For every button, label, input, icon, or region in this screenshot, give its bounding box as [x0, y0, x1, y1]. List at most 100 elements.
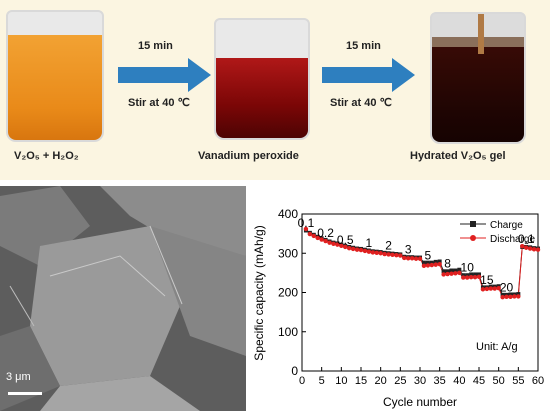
y-tick-label: 300	[278, 246, 298, 260]
x-tick-label: 35	[434, 375, 446, 387]
point-discharge	[516, 294, 521, 299]
legend-discharge-marker	[470, 235, 476, 241]
x-tick-label: 10	[335, 375, 347, 387]
point-discharge	[468, 274, 474, 280]
point-discharge	[441, 272, 446, 277]
point-charge	[500, 292, 505, 297]
beaker-vanadium-peroxide	[214, 18, 310, 140]
point-discharge	[303, 226, 309, 232]
x-tick-label: 5	[319, 375, 325, 387]
point-discharge	[421, 263, 427, 269]
point-discharge	[370, 250, 375, 255]
point-charge	[473, 272, 478, 277]
step3-label: Hydrated V₂O₅ gel	[410, 150, 506, 162]
rate-annotation: 0.1	[298, 216, 315, 230]
point-charge	[433, 259, 438, 264]
rate-annotation: 0.5	[337, 233, 354, 247]
x-tick-label: 25	[394, 375, 406, 387]
sem-image: 3 μm	[0, 186, 246, 411]
point-discharge	[520, 243, 525, 249]
x-tick-label: 15	[355, 375, 367, 387]
rate-annotation: 15	[480, 273, 494, 287]
step2-label: Vanadium peroxide	[198, 150, 299, 162]
point-discharge	[386, 252, 391, 257]
point-charge	[449, 268, 454, 273]
point-charge	[457, 267, 462, 272]
point-discharge	[343, 244, 348, 250]
point-discharge	[457, 270, 462, 276]
point-discharge	[307, 231, 313, 237]
point-charge	[469, 272, 474, 277]
point-discharge	[378, 251, 383, 256]
point-discharge	[461, 275, 466, 280]
arrow1-condition: Stir at 40 ℃	[128, 97, 190, 109]
point-discharge	[527, 246, 533, 251]
point-discharge	[524, 245, 529, 250]
point-discharge	[484, 286, 490, 292]
arrow1-time: 15 min	[138, 40, 173, 52]
point-discharge	[394, 253, 399, 258]
point-discharge	[449, 271, 454, 276]
point-discharge	[327, 240, 332, 245]
point-discharge	[504, 294, 509, 300]
point-charge	[508, 292, 513, 297]
point-discharge	[390, 252, 395, 258]
point-discharge	[476, 274, 482, 279]
point-discharge	[413, 256, 419, 261]
beaker-hydrated-gel	[430, 12, 526, 144]
y-tick-label: 0	[291, 364, 298, 378]
point-charge	[461, 273, 466, 278]
point-discharge	[453, 271, 458, 276]
point-discharge	[323, 238, 328, 244]
step1-label: V₂O₅ + H₂O₂	[14, 150, 79, 162]
point-discharge	[500, 295, 505, 300]
point-charge	[429, 260, 434, 265]
point-discharge	[409, 256, 415, 261]
beaker-v2o5-h2o2	[6, 10, 104, 142]
point-discharge	[362, 248, 368, 254]
point-discharge	[417, 256, 423, 261]
process-panel: 15 min Stir at 40 ℃ 15 min Stir at 40 ℃ …	[0, 0, 550, 180]
point-discharge	[358, 247, 364, 253]
y-tick-label: 100	[278, 325, 298, 339]
point-discharge	[437, 262, 442, 267]
point-discharge	[445, 271, 450, 277]
point-discharge	[496, 285, 501, 291]
point-charge	[453, 268, 458, 273]
point-charge	[421, 260, 426, 265]
point-discharge	[311, 233, 316, 239]
point-discharge	[512, 294, 517, 299]
point-charge	[445, 269, 450, 274]
rate-annotation: 1	[366, 236, 373, 250]
x-axis-label: Cycle number	[383, 395, 457, 409]
scale-bar	[8, 392, 42, 395]
x-tick-label: 50	[493, 375, 505, 387]
arrow2-condition: Stir at 40 ℃	[330, 97, 392, 109]
y-tick-label: 200	[278, 286, 298, 300]
point-discharge	[531, 247, 537, 252]
rate-annotation: 20	[500, 281, 514, 295]
point-discharge	[374, 250, 379, 256]
point-discharge	[480, 287, 486, 292]
sem-texture	[0, 186, 246, 411]
y-axis-label: Specific capacity (mAh/g)	[252, 225, 266, 360]
point-discharge	[315, 235, 320, 241]
point-discharge	[535, 247, 541, 252]
rate-annotation: 8	[444, 256, 451, 270]
x-tick-label: 55	[512, 375, 524, 387]
unit-note: Unit: A/g	[476, 341, 518, 353]
point-discharge	[319, 237, 324, 242]
point-discharge	[472, 274, 478, 280]
legend-charge-label: Charge	[490, 220, 523, 231]
rate-annotation: 5	[425, 249, 432, 263]
point-discharge	[350, 246, 356, 252]
point-discharge	[406, 256, 411, 261]
point-discharge	[433, 262, 438, 267]
point-discharge	[347, 245, 352, 251]
point-charge	[477, 272, 481, 277]
point-discharge	[354, 247, 360, 252]
rate-annotation: 2	[385, 238, 392, 252]
point-discharge	[488, 286, 493, 291]
y-tick-label: 400	[278, 207, 298, 221]
